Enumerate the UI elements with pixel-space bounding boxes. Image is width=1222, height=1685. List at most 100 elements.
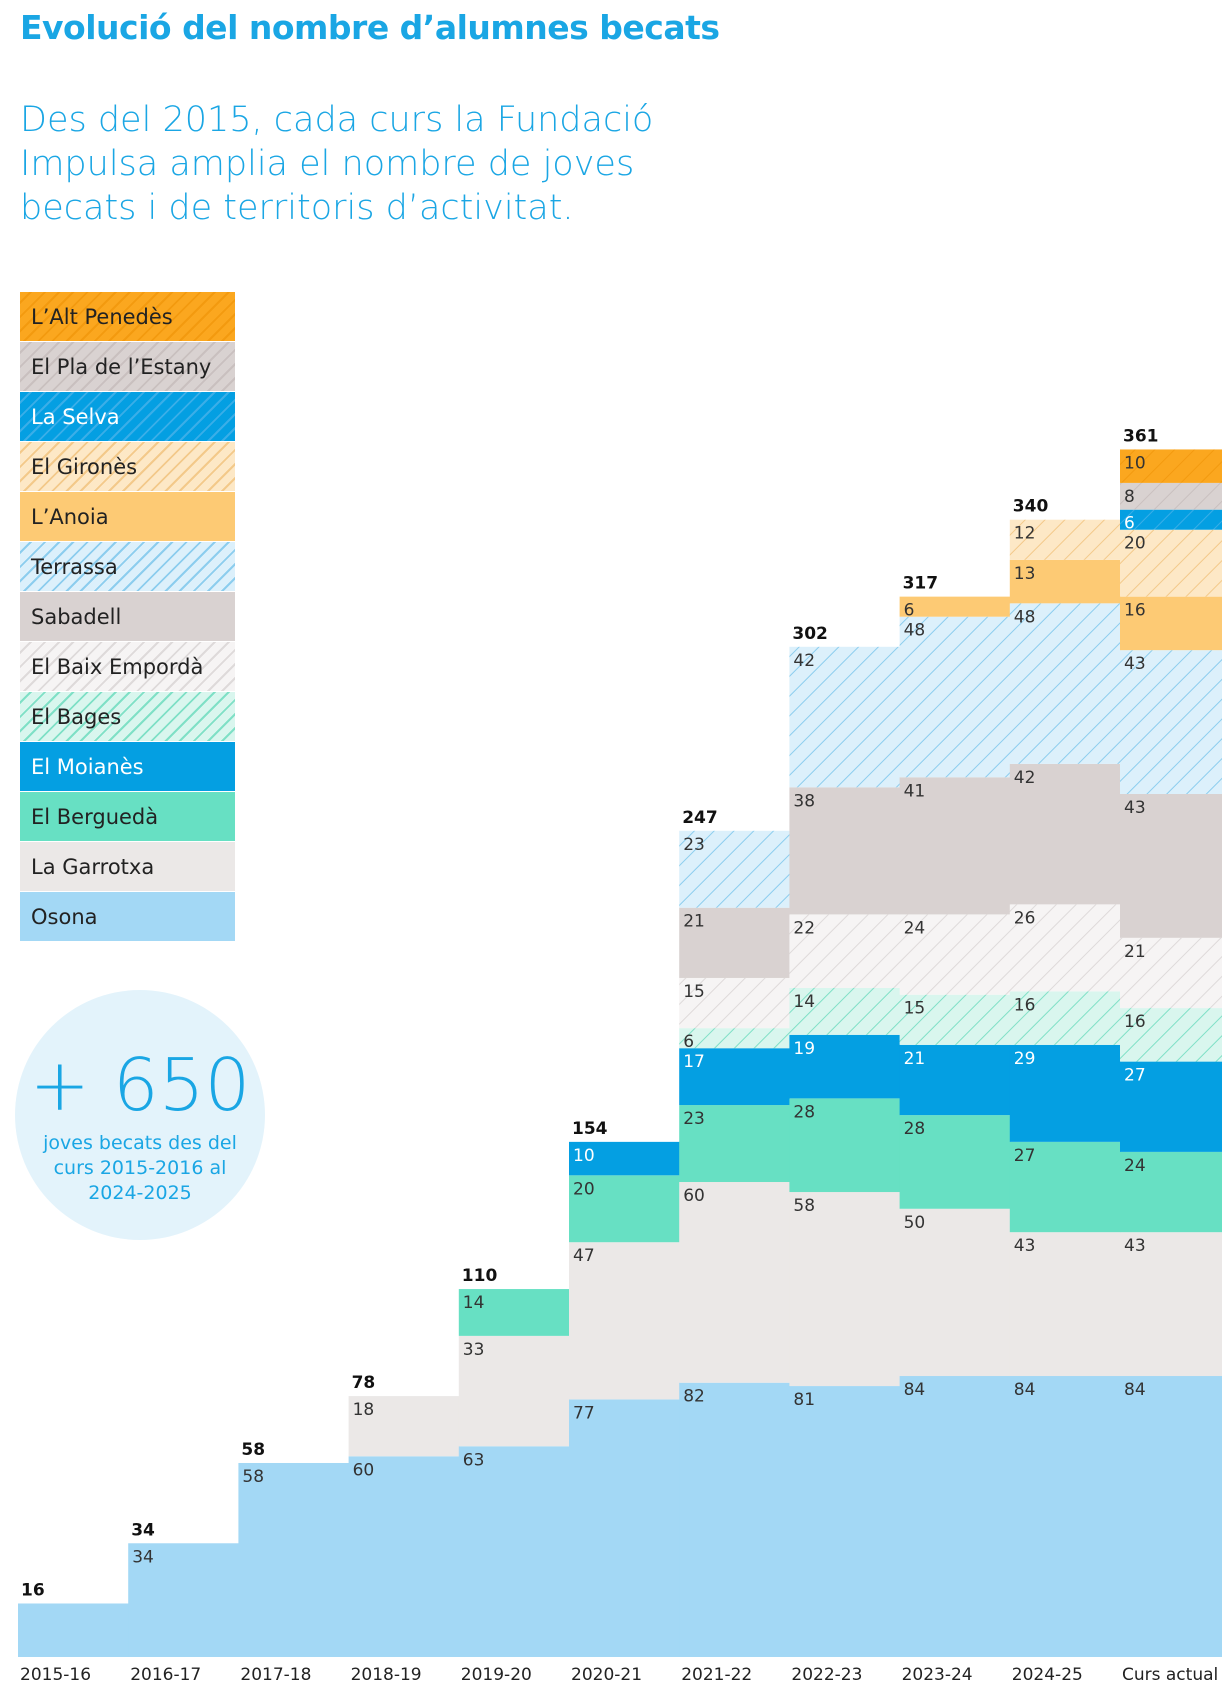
segment-value-label: 21: [683, 912, 705, 932]
bar-segment-el-pla-de-l-estany-curs-actual: [1120, 482, 1222, 510]
legend-item-osona: Osona: [20, 892, 235, 942]
legend-label: Terrassa: [31, 554, 118, 579]
x-tick-label: 2021-22: [681, 1665, 752, 1685]
segment-value-label: 84: [904, 1380, 926, 1400]
legend-label: El Berguedà: [31, 804, 159, 829]
segment-value-label: 42: [793, 651, 815, 671]
bar-segment-la-garrotxa-2020-21: [569, 1242, 680, 1400]
bar-segment-sabadell-2024-25: [1009, 763, 1121, 905]
bar-segment-el-baix-emporda-2022-23: [789, 914, 901, 988]
bar-segment-el-baix-emporda-2023-24: [899, 914, 1011, 995]
bar-segment-l-anoia-2023-24: [899, 596, 1011, 617]
bar-segment-el-bages-2022-23: [789, 988, 901, 1035]
bar-segment-el-moianes-2021-22: [679, 1048, 790, 1106]
segment-value-label: 84: [1124, 1380, 1146, 1400]
segment-value-label: 16: [1014, 995, 1036, 1015]
legend-label: L’Alt Penedès: [31, 304, 173, 329]
total-label-2024-25: 340: [1013, 497, 1049, 517]
total-label-2015-16: 16: [21, 1580, 45, 1600]
segment-value-label: 14: [463, 1293, 485, 1313]
bar-segment-el-bages-2024-25: [1009, 991, 1121, 1045]
segment-value-label: 43: [1124, 1236, 1146, 1256]
bar-segment-la-garrotxa-2023-24: [899, 1208, 1011, 1377]
bar-segment-el-baix-emporda-2024-25: [1009, 904, 1121, 992]
legend-item-el-pla-de-l-estany: El Pla de l’Estany: [20, 342, 235, 392]
x-tick-label: 2016-17: [130, 1665, 201, 1685]
segment-value-label: 15: [683, 982, 705, 1002]
bar-segment-el-moianes-2022-23: [789, 1034, 901, 1099]
bar-segment-la-garrotxa-2021-22: [679, 1182, 790, 1383]
legend-item-el-bergueda: El Berguedà: [20, 792, 235, 842]
bar-segment-sabadell-curs-actual: [1120, 793, 1222, 938]
total-label-2020-21: 154: [572, 1119, 608, 1139]
bar-segment-terrassa-2021-22: [679, 830, 790, 908]
bar-segment-el-bergueda-2021-22: [679, 1105, 790, 1183]
segment-value-label: 34: [132, 1547, 154, 1567]
segment-value-label: 42: [1014, 768, 1036, 788]
segment-value-label: 13: [1014, 564, 1036, 584]
legend-item-el-baix-emporda: El Baix Empordà: [20, 642, 235, 692]
bar-segment-el-moianes-2023-24: [899, 1044, 1011, 1116]
total-label-curs-actual: 361: [1123, 426, 1159, 446]
segment-value-label: 23: [683, 1109, 705, 1129]
legend-item-el-moianes: El Moianès: [20, 742, 235, 792]
segment-value-label: 41: [904, 781, 926, 801]
legend-label: La Garrotxa: [31, 854, 155, 879]
legend-label: El Pla de l’Estany: [31, 354, 212, 379]
segment-value-label: 6: [683, 1032, 694, 1052]
bar-segment-el-bergueda-curs-actual: [1120, 1151, 1222, 1233]
segment-value-label: 60: [683, 1186, 705, 1206]
total-label-2017-18: 58: [241, 1440, 265, 1460]
bar-segment-el-bergueda-2019-20: [458, 1289, 570, 1336]
segment-value-label: 63: [463, 1450, 485, 1470]
x-tick-label: Curs actual: [1122, 1665, 1218, 1685]
bar-segment-el-girones-2024-25: [1009, 519, 1121, 560]
bar-segment-el-girones-curs-actual: [1120, 529, 1222, 597]
x-tick-label: 2020-21: [571, 1665, 642, 1685]
bar-segment-el-baix-emporda-curs-actual: [1120, 937, 1222, 1009]
segment-value-label: 82: [683, 1387, 705, 1407]
segment-value-label: 28: [793, 1102, 815, 1122]
legend-item-l-anoia: L’Anoia: [20, 492, 235, 542]
summary-badge: + 650 joves becats des del curs 2015-201…: [15, 990, 265, 1240]
bar-segment-osona-2022-23: [789, 1386, 901, 1657]
total-label-2019-20: 110: [462, 1266, 498, 1286]
bar-segment-osona-2021-22: [679, 1382, 790, 1657]
x-axis: 2015-16 2016-17 2017-18 2018-19 2019-20 2020-…: [20, 1665, 1218, 1685]
segment-value-label: 43: [1014, 1236, 1036, 1256]
bar-segment-el-bages-2023-24: [899, 994, 1011, 1045]
segment-value-label: 48: [904, 621, 926, 641]
bar-segment-osona-2017-18: [238, 1462, 350, 1657]
legend-item-sabadell: Sabadell: [20, 592, 235, 642]
segment-value-label: 77: [573, 1403, 595, 1423]
bar-segment-la-selva-curs-actual: [1120, 509, 1222, 530]
bar-segment-osona-2018-19: [348, 1456, 460, 1657]
segment-value-label: 20: [573, 1179, 595, 1199]
bar-segment-el-bergueda-2020-21: [569, 1175, 680, 1243]
segment-value-label: 16: [1124, 601, 1146, 621]
segment-value-label: 19: [793, 1039, 815, 1059]
x-tick-label: 2023-24: [902, 1665, 973, 1685]
segment-value-label: 22: [793, 918, 815, 938]
bar-segment-l-alt-penedes-curs-actual: [1120, 449, 1222, 483]
bar-segment-el-bages-2021-22: [679, 1028, 790, 1049]
badge-caption: joves becats des del curs 2015-2016 al 2…: [43, 1132, 237, 1204]
segment-value-label: 12: [1014, 524, 1036, 544]
segment-value-label: 21: [1124, 942, 1146, 962]
segment-value-label: 50: [904, 1213, 926, 1233]
bar-segment-la-garrotxa-2022-23: [789, 1192, 901, 1387]
bar-segment-terrassa-2022-23: [789, 646, 901, 788]
bar-segment-osona-2020-21: [569, 1399, 680, 1657]
segment-value-label: 29: [1014, 1049, 1036, 1069]
chart-legend: L’Alt Penedès El Pla de l’Estany La Selva E…: [20, 292, 235, 942]
segment-value-label: 27: [1014, 1146, 1036, 1166]
bar-segment-el-bergueda-2023-24: [899, 1115, 1011, 1209]
bar-segment-osona-2019-20: [458, 1446, 570, 1657]
segment-value-label: 17: [683, 1052, 705, 1072]
legend-item-la-garrotxa: La Garrotxa: [20, 842, 235, 892]
bar-segment-l-anoia-curs-actual: [1120, 596, 1222, 651]
segment-value-label: 10: [573, 1146, 595, 1166]
segment-value-label: 60: [353, 1460, 375, 1480]
